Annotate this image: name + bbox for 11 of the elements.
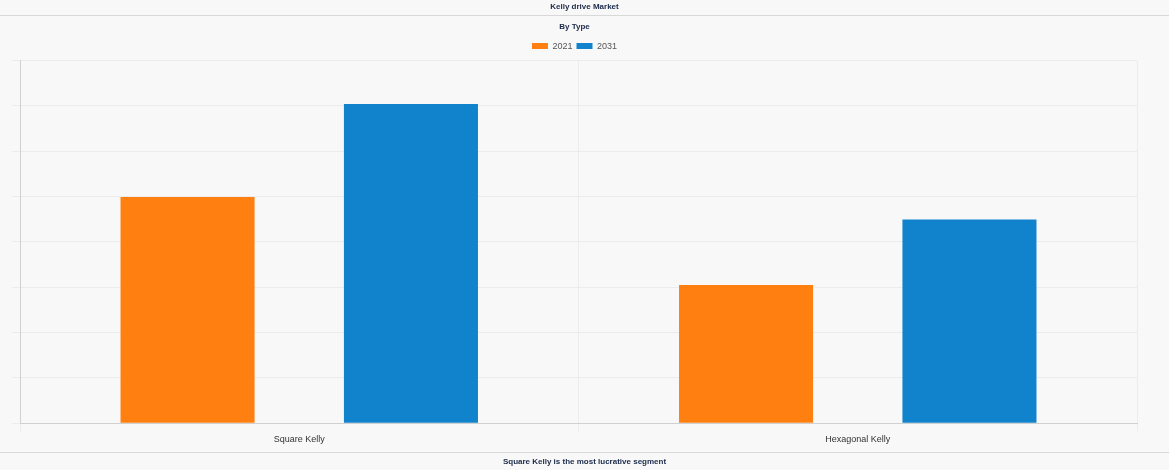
chart-subtitle: By Type [559, 22, 591, 31]
legend-label: 2031 [597, 40, 618, 51]
x-tick-label: Square Kelly [273, 434, 326, 445]
text: Square Kelly is the most lucrative segment [0, 452, 1169, 470]
x-tick-label: Hexagonal Kelly [825, 434, 891, 445]
chart-title: Kelly drive Market [0, 0, 1169, 16]
bar [120, 196, 255, 423]
bar [343, 104, 478, 423]
bar [902, 219, 1037, 423]
bar [679, 284, 814, 423]
legend-label: 2021 [552, 40, 573, 51]
